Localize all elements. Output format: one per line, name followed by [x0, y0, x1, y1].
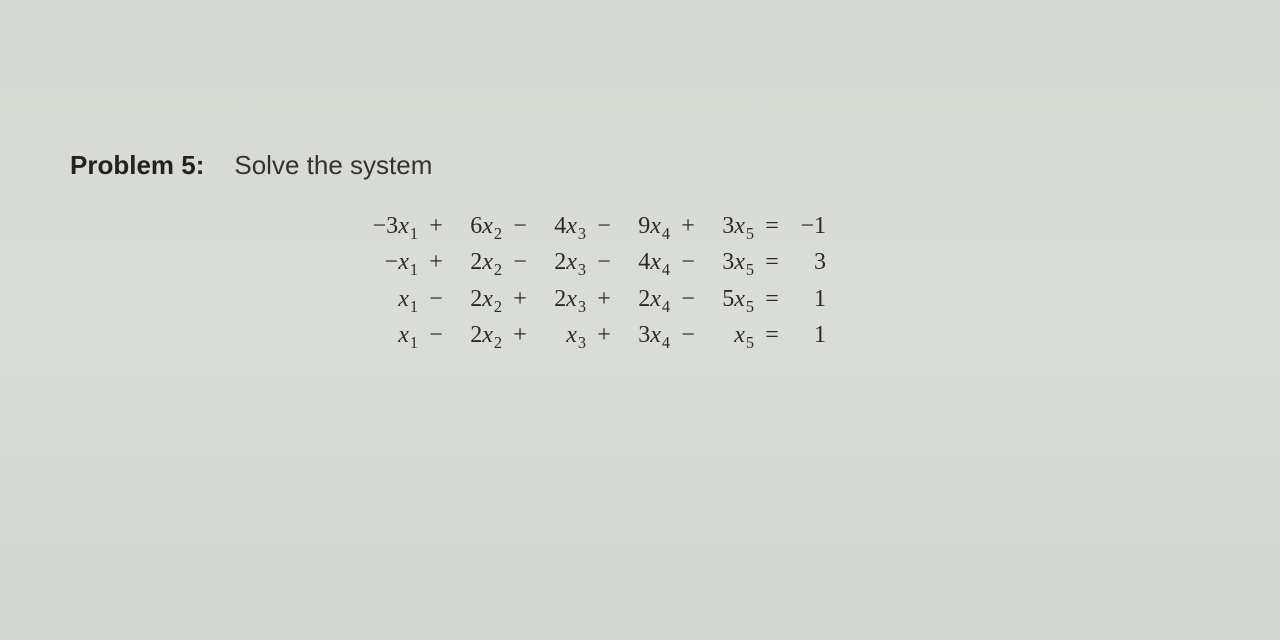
problem-instruction: Solve the system: [234, 150, 432, 181]
coefficient: 3x5: [706, 245, 754, 281]
operator: −: [586, 245, 622, 280]
coefficient: −x1: [370, 245, 418, 281]
coefficient: 5x5: [706, 282, 754, 318]
coefficient: 4x4: [622, 245, 670, 281]
coefficient: 2x4: [622, 282, 670, 318]
operator: −: [418, 282, 454, 317]
rhs-value: −1: [790, 209, 826, 244]
operator: +: [586, 282, 622, 317]
operator: +: [418, 245, 454, 280]
coefficient: 2x3: [538, 245, 586, 281]
coefficient: 2x2: [454, 318, 502, 354]
coefficient: 2x2: [454, 282, 502, 318]
problem-header: Problem 5: Solve the system: [70, 150, 1280, 181]
operator: +: [670, 209, 706, 244]
equals-sign: =: [754, 318, 790, 353]
coefficient: 4x3: [538, 209, 586, 245]
rhs-value: 1: [790, 318, 826, 353]
operator: −: [418, 318, 454, 353]
equals-sign: =: [754, 282, 790, 317]
rhs-value: 3: [790, 245, 826, 280]
coefficient: 3x5: [706, 209, 754, 245]
coefficient: x1: [370, 318, 418, 354]
operator: −: [670, 318, 706, 353]
operator: +: [502, 318, 538, 353]
equals-sign: =: [754, 209, 790, 244]
coefficient: 9x4: [622, 209, 670, 245]
coefficient: 6x2: [454, 209, 502, 245]
coefficient: x5: [706, 318, 754, 354]
equation-row: −3x1+6x2−4x3−9x4+3x5=−1: [370, 209, 1280, 245]
rhs-value: 1: [790, 282, 826, 317]
operator: +: [502, 282, 538, 317]
equation-system: −3x1+6x2−4x3−9x4+3x5=−1−x1+2x2−2x3−4x4−3…: [370, 209, 1280, 355]
equation-row: x1−2x2+x3+3x4−x5=1: [370, 318, 1280, 354]
problem-label: Problem 5:: [70, 150, 204, 181]
coefficient: x3: [538, 318, 586, 354]
equation-row: −x1+2x2−2x3−4x4−3x5=3: [370, 245, 1280, 281]
equation-row: x1−2x2+2x3+2x4−5x5=1: [370, 282, 1280, 318]
operator: +: [586, 318, 622, 353]
operator: −: [586, 209, 622, 244]
operator: −: [502, 209, 538, 244]
operator: −: [670, 282, 706, 317]
operator: −: [502, 245, 538, 280]
coefficient: 2x2: [454, 245, 502, 281]
coefficient: 2x3: [538, 282, 586, 318]
coefficient: x1: [370, 282, 418, 318]
operator: +: [418, 209, 454, 244]
page-content: Problem 5: Solve the system −3x1+6x2−4x3…: [0, 0, 1280, 355]
equals-sign: =: [754, 245, 790, 280]
operator: −: [670, 245, 706, 280]
coefficient: −3x1: [370, 209, 418, 245]
coefficient: 3x4: [622, 318, 670, 354]
